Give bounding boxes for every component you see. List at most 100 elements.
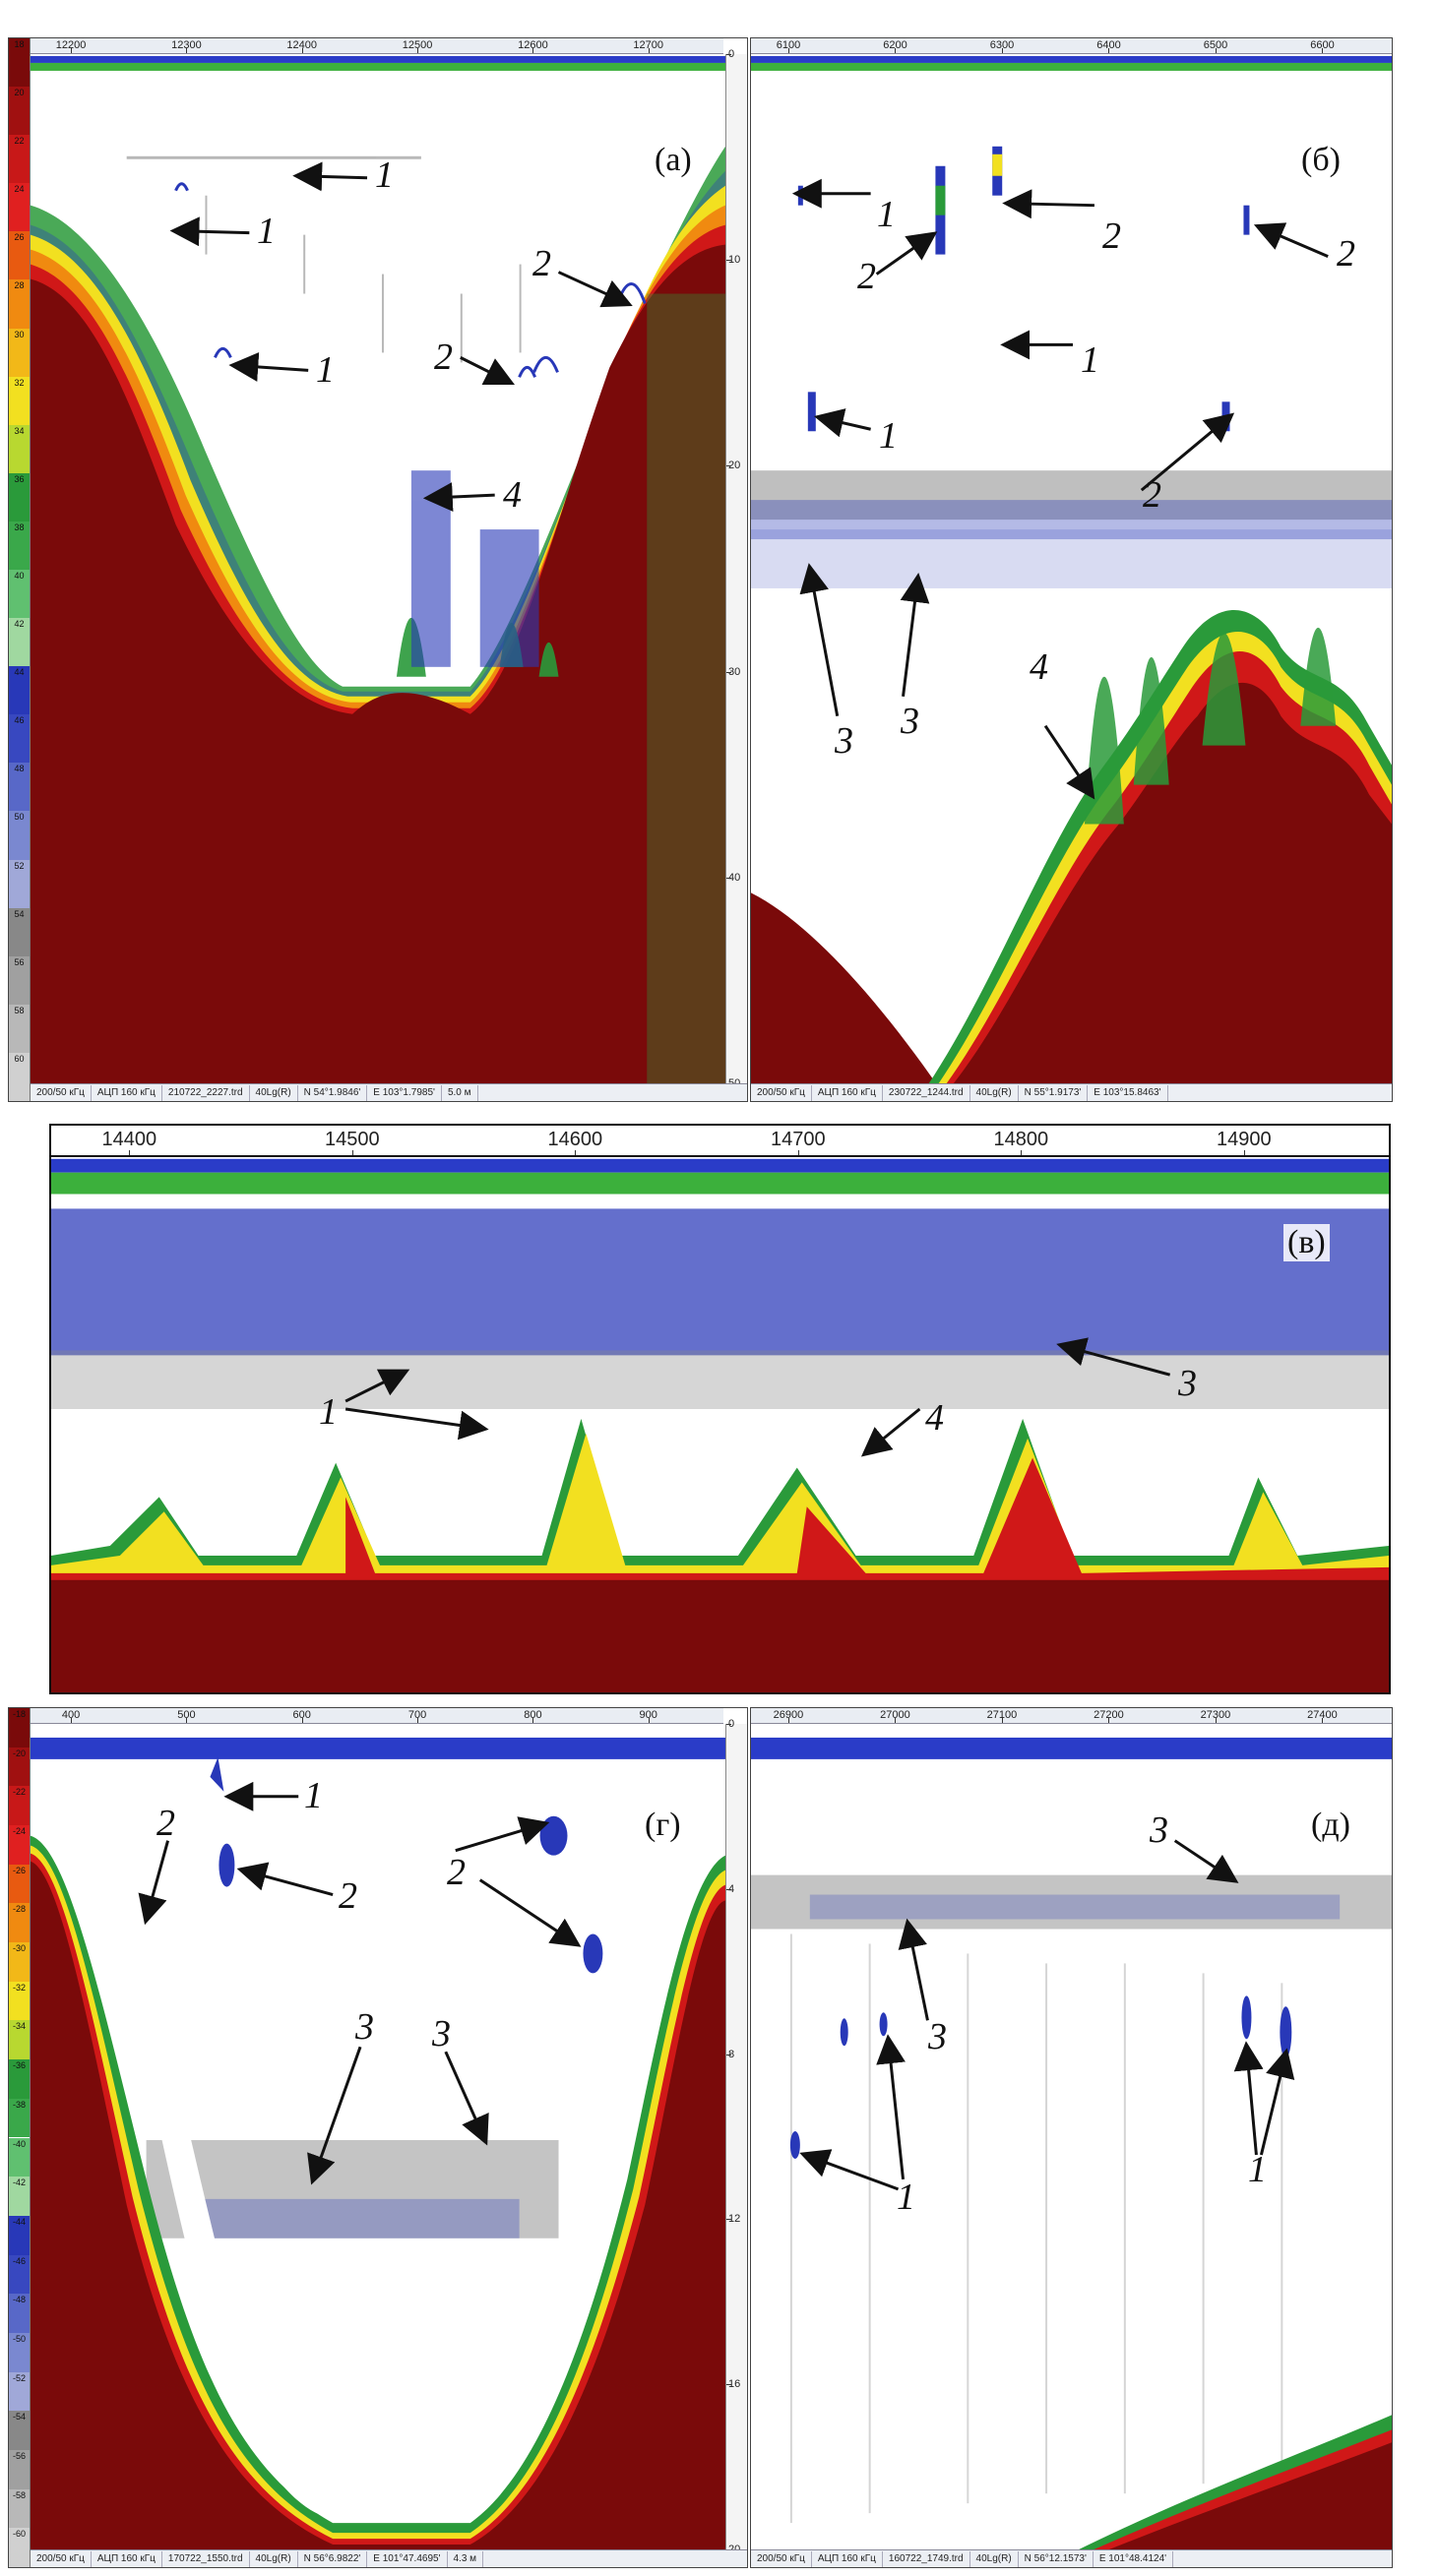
label-b-5: 1 xyxy=(1081,339,1099,381)
color-scale-cell: -22 xyxy=(9,1786,30,1826)
panel-letter-v: (в) xyxy=(1283,1224,1330,1261)
panel-letter-d: (д) xyxy=(1307,1807,1354,1844)
ping-tick-label: 900 xyxy=(639,1709,657,1721)
ping-tick-label: 14600 xyxy=(547,1129,603,1150)
ping-tick-label: 14800 xyxy=(993,1129,1049,1150)
ping-tick-label: 27300 xyxy=(1200,1709,1231,1721)
color-scale-cell: 56 xyxy=(9,955,30,1005)
label-g-5: 3 xyxy=(355,2006,374,2048)
ping-tick-mark xyxy=(129,1150,131,1155)
panel-letter-a: (а) xyxy=(651,142,696,179)
echogram-image-b xyxy=(751,53,1392,1086)
status-item: АЦП 160 кГц xyxy=(812,1084,883,1101)
color-scale-cell: -58 xyxy=(9,2488,30,2529)
color-scale-cell: 20 xyxy=(9,87,30,136)
ping-tick-mark xyxy=(186,48,188,53)
label-v-1: 1 xyxy=(319,1391,338,1433)
ping-tick-mark xyxy=(575,1150,577,1155)
ping-tick-mark xyxy=(417,48,419,53)
status-item: АЦП 160 кГц xyxy=(92,2550,162,2567)
ping-tick-label: 700 xyxy=(407,1709,427,1721)
color-scale-cell: 54 xyxy=(9,907,30,956)
color-scale-cell: 44 xyxy=(9,666,30,715)
ping-tick-mark xyxy=(1322,1718,1324,1723)
ping-tick-label: 12700 xyxy=(633,39,664,51)
panel-letter-b: (б) xyxy=(1297,142,1344,179)
color-scale-cell: 42 xyxy=(9,618,30,667)
ping-tick-mark xyxy=(71,48,73,53)
ping-tick-mark xyxy=(787,1718,789,1723)
depth-tick-label: 0 xyxy=(728,48,735,60)
ping-tick-mark xyxy=(532,48,534,53)
color-scale-bar-a: 18 20 22 24 26 28 30 32 34 36 38 40 42 44 46 48 50 52 54 56… xyxy=(9,38,31,1101)
color-scale-cell: 58 xyxy=(9,1004,30,1053)
color-scale-cell: -44 xyxy=(9,2215,30,2255)
label-a-5: 2 xyxy=(434,337,453,378)
ping-tick-label: 14700 xyxy=(770,1129,826,1150)
ping-tick-mark xyxy=(1243,1150,1245,1155)
ping-tick-label: 27200 xyxy=(1094,1709,1124,1721)
depth-tick-mark xyxy=(726,1724,731,1725)
status-item: 200/50 кГц xyxy=(751,1084,812,1101)
ping-tick-mark xyxy=(895,48,897,53)
color-scale-cell: -54 xyxy=(9,2411,30,2450)
ping-tick-label: 14900 xyxy=(1216,1129,1272,1150)
ping-tick-mark xyxy=(417,1718,419,1723)
color-scale-cell: -38 xyxy=(9,2098,30,2138)
status-item: 5.0 м xyxy=(442,1084,478,1101)
label-g-1: 2 xyxy=(156,1803,175,1844)
echogram-panel-b: 6100 6200 6300 6400 6500 6600 200/50 кГц АЦП 1… xyxy=(750,37,1393,1102)
label-v-3: 3 xyxy=(1178,1363,1197,1404)
status-item: N 56°12.1573' xyxy=(1019,2550,1094,2567)
status-item: E 103°1.7985' xyxy=(367,1084,442,1101)
label-b-6: 1 xyxy=(879,415,898,457)
ping-tick-label: 12400 xyxy=(286,39,318,51)
depth-tick-mark xyxy=(726,54,731,55)
label-b-8: 3 xyxy=(835,720,853,762)
ping-tick-label: 27400 xyxy=(1307,1709,1338,1721)
status-item: 200/50 кГц xyxy=(751,2550,812,2567)
ping-tick-mark xyxy=(1001,48,1003,53)
depth-tick-label: 8 xyxy=(728,2048,735,2060)
label-g-6: 3 xyxy=(432,2013,451,2055)
depth-tick-label: 20 xyxy=(728,460,741,472)
label-b-10: 4 xyxy=(1030,646,1048,688)
depth-tick-label: 16 xyxy=(728,2378,741,2391)
echogram-panel-d: 26900 27000 27100 27200 27300 27400 200/50 кГ… xyxy=(750,1707,1393,2568)
color-scale-cell: -36 xyxy=(9,2059,30,2099)
ping-tick-mark xyxy=(1108,48,1110,53)
ping-tick-mark xyxy=(301,1718,303,1723)
color-scale-cell: 22 xyxy=(9,135,30,184)
ping-tick-mark xyxy=(71,1718,73,1723)
color-scale-cell: -40 xyxy=(9,2137,30,2177)
status-item: 40Lg(R) xyxy=(250,2550,298,2567)
color-scale-cell: -28 xyxy=(9,1903,30,1943)
depth-tick-mark xyxy=(726,877,731,879)
ping-tick-mark xyxy=(1108,1718,1110,1723)
color-scale-cell: -52 xyxy=(9,2371,30,2412)
depth-axis-a: 01020304050 xyxy=(725,48,747,1089)
label-d-4: 1 xyxy=(1248,2149,1267,2190)
ping-tick-mark xyxy=(301,48,303,53)
ping-ruler-d: 26900 27000 27100 27200 27300 27400 xyxy=(751,1708,1392,1724)
ping-tick-label: 6200 xyxy=(883,39,907,51)
ping-tick-mark xyxy=(532,1718,534,1723)
ping-tick-label: 12300 xyxy=(171,39,202,51)
ping-tick-label: 400 xyxy=(61,1709,81,1721)
depth-tick-label: 10 xyxy=(728,254,741,267)
color-scale-cell: 18 xyxy=(9,38,30,88)
depth-tick-mark xyxy=(726,2219,731,2221)
depth-tick-label: 12 xyxy=(728,2213,741,2226)
ping-ruler-a: 12200 12300 12400 12500 12600 12700 xyxy=(31,38,723,54)
depth-tick-mark xyxy=(726,1888,731,1890)
ping-tick-label: 14400 xyxy=(101,1129,157,1150)
label-g-4: 2 xyxy=(447,1852,466,1893)
ping-tick-mark xyxy=(787,48,789,53)
status-bar-g: 200/50 кГц АЦП 160 кГц 170722_1550.trd 40Lg… xyxy=(31,2549,747,2567)
color-scale-cell: 46 xyxy=(9,714,30,764)
ping-tick-label: 6300 xyxy=(989,39,1015,51)
label-a-6: 4 xyxy=(503,474,522,516)
label-v-2: 4 xyxy=(925,1397,944,1439)
status-item: 200/50 кГц xyxy=(31,2550,92,2567)
ping-tick-mark xyxy=(895,1718,897,1723)
